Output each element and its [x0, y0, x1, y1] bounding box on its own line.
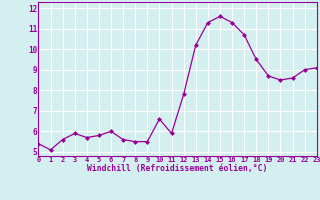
- X-axis label: Windchill (Refroidissement éolien,°C): Windchill (Refroidissement éolien,°C): [87, 164, 268, 173]
